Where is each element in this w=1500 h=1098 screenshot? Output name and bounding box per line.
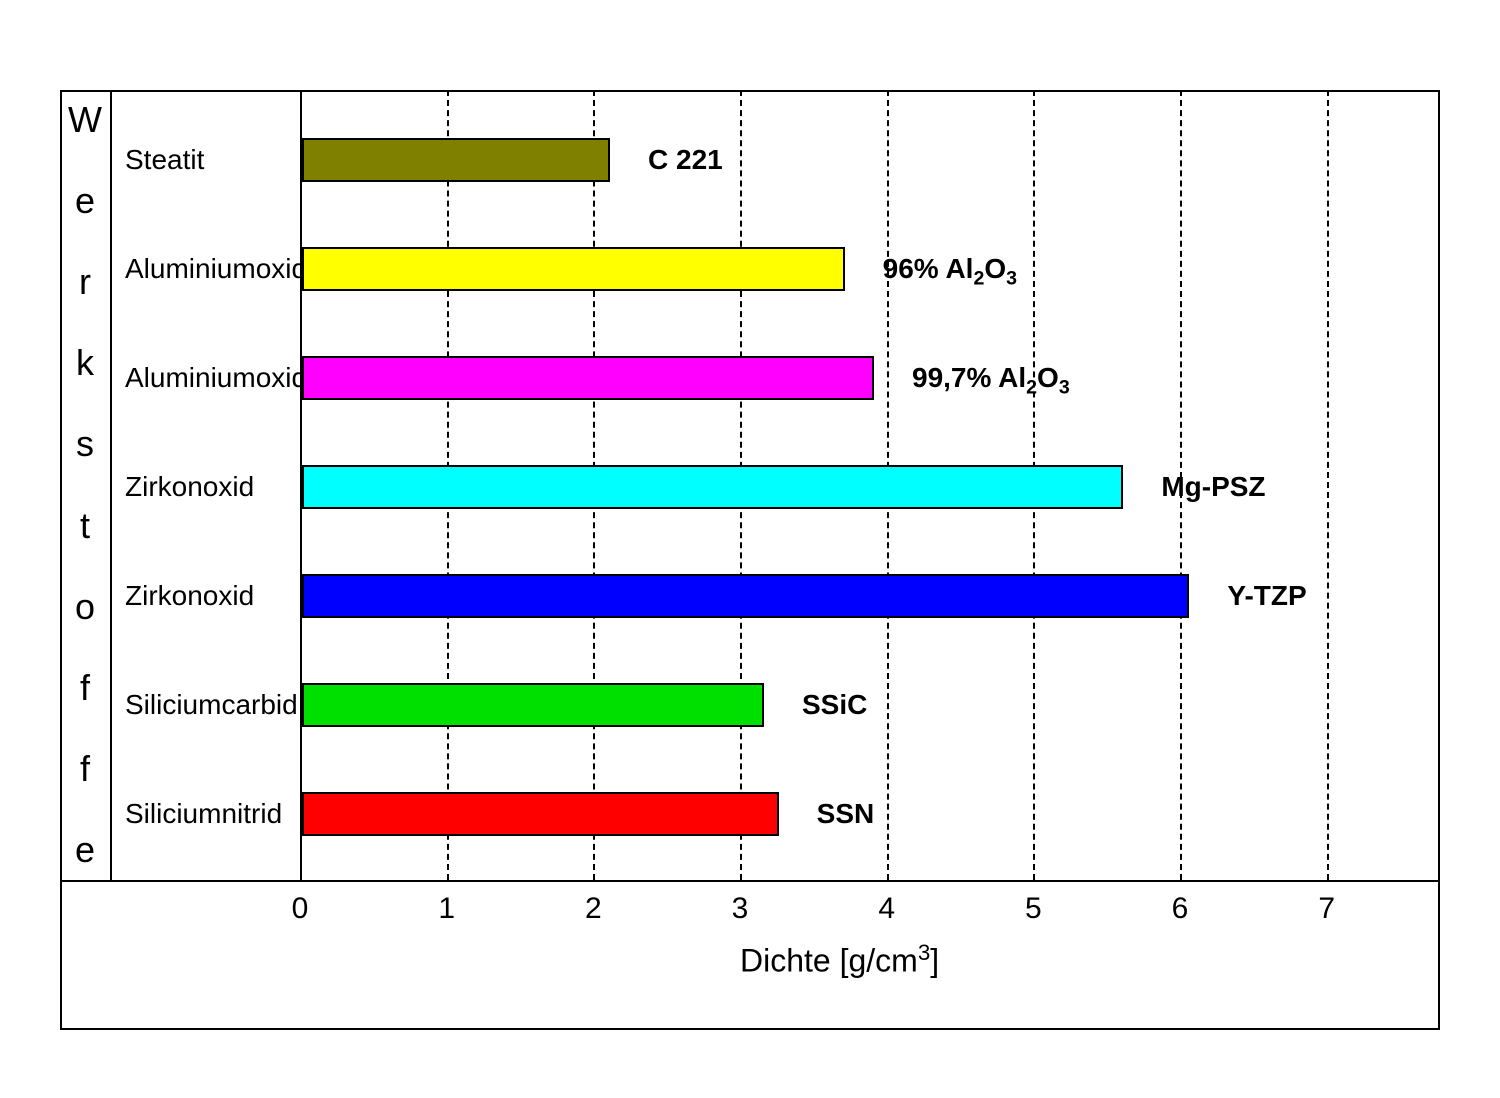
category-label: Siliciumnitrid bbox=[125, 798, 282, 830]
y-title-letter: o bbox=[60, 589, 110, 625]
y-title-letter: k bbox=[60, 345, 110, 381]
bar bbox=[302, 138, 610, 182]
category-label: Aluminiumoxid bbox=[125, 253, 307, 285]
bar-value-label: SSN bbox=[817, 798, 875, 830]
bar-value-label: C 221 bbox=[648, 144, 723, 176]
bar bbox=[302, 356, 874, 400]
x-tick-label: 1 bbox=[438, 892, 455, 926]
bar-value-label: Mg-PSZ bbox=[1161, 471, 1265, 503]
x-tick-label: 2 bbox=[585, 892, 602, 926]
bar-value-label: SSiC bbox=[802, 689, 867, 721]
y-title-letter: e bbox=[60, 832, 110, 868]
category-label: Zirkonoxid bbox=[125, 580, 254, 612]
x-tick-label: 3 bbox=[732, 892, 749, 926]
category-label: Steatit bbox=[125, 144, 204, 176]
category-label: Siliciumcarbid bbox=[125, 689, 298, 721]
bar bbox=[302, 465, 1123, 509]
bar-value-label: 99,7% Al2O3 bbox=[912, 362, 1070, 400]
divider-1 bbox=[110, 90, 112, 880]
y-title-letter: s bbox=[60, 426, 110, 462]
y-title-letter: r bbox=[60, 264, 110, 300]
bar bbox=[302, 683, 764, 727]
y-title-letter: W bbox=[60, 102, 110, 138]
category-label: Aluminiumoxid bbox=[125, 362, 307, 394]
y-title-letter: e bbox=[60, 183, 110, 219]
x-tick-label: 5 bbox=[1025, 892, 1042, 926]
x-axis-title: Dichte [g/cm3] bbox=[740, 940, 939, 980]
bar-value-label: 96% Al2O3 bbox=[883, 253, 1017, 291]
y-axis-title: Werkstoffe bbox=[60, 120, 110, 850]
x-axis-line bbox=[60, 880, 1440, 882]
grid-line bbox=[1327, 90, 1329, 880]
category-label: Zirkonoxid bbox=[125, 471, 254, 503]
x-tick-label: 6 bbox=[1172, 892, 1189, 926]
x-tick-label: 0 bbox=[292, 892, 309, 926]
bar bbox=[302, 247, 845, 291]
y-title-letter: t bbox=[60, 508, 110, 544]
x-tick-label: 4 bbox=[878, 892, 895, 926]
y-title-letter: f bbox=[60, 670, 110, 706]
x-tick-label: 7 bbox=[1318, 892, 1335, 926]
chart-canvas: We r k s t o f f e Steatit Aluminiumoxid Aluminium… bbox=[0, 0, 1500, 1098]
bar-value-label: Y-TZP bbox=[1227, 580, 1306, 612]
bar bbox=[302, 792, 779, 836]
bar bbox=[302, 574, 1189, 618]
y-title-letter: f bbox=[60, 751, 110, 787]
